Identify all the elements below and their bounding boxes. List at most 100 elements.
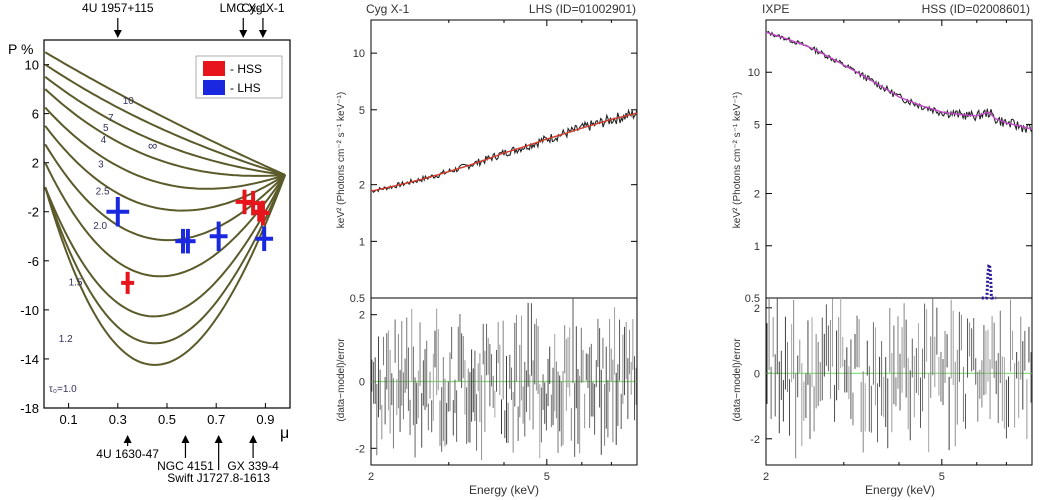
ytick-label: 2 [359,310,365,322]
tau-label: 4 [101,135,107,146]
hss-point [256,200,270,226]
tau-label: τ₀=1.0 [49,384,77,395]
bottom-annotation-arrow-head [249,435,258,443]
bottom-annotation-label: Swift J1727.8-1613 [167,471,270,485]
xtick-label: 5 [939,471,945,483]
legend-hss-label: - HSS [230,62,262,76]
tau-label: 3 [98,160,104,171]
a-xtick-label: 0.7 [207,412,225,427]
panel-b-residuals: -2 0 2 2 5 [355,298,637,483]
ixpe-spectrum-panel: IXPE HSS (ID=02008601) 0.5 1 2 5 10 -2 0 2 2 5 k… [732,2,1033,497]
a-ytick-label: 10 [25,58,39,73]
panel-a-frame [43,39,291,409]
top-annotation-arrow-head [258,30,267,38]
a-ytick-label: -10 [20,303,39,318]
legend-lhs-label: - LHS [230,81,261,95]
tau-labels: 10 754 3 2.5 2.0 1.5 1.2 τ₀=1.0 [49,96,134,395]
a-xtick-label: 0.5 [158,412,176,427]
tau-label: 5 [103,123,109,134]
panel-a-x-ticks: 0.1 0.3 0.5 0.7 0.9 [60,403,274,427]
tau-curve [44,63,286,176]
ytick-label: -2 [355,443,365,455]
ytick-label: 5 [359,105,365,117]
ytick-label: 1 [754,241,760,253]
bottom-annotation-label: NGC 4151 [157,459,214,473]
hss-point [121,271,135,294]
lhs-point [209,221,228,251]
a-xtick-label: 0.9 [256,412,274,427]
top-annotation-arrow-head [239,30,248,38]
spectrum-model [765,31,1033,130]
ytick-label: 0 [359,377,365,389]
tau-curve [44,76,286,176]
top-annotation-label: 4U 1957+115 [82,1,154,15]
top-annotation-arrow-head [113,30,122,38]
top-annotation-label: LMC X-1 [220,1,268,15]
panel-c-title-right: HSS (ID=02008601) [922,2,1030,16]
tau-label: 7 [108,113,114,124]
ytick-label: 0.5 [745,293,760,305]
a-ytick-label: -6 [27,254,39,269]
a-xtick-label: 0.3 [109,412,127,427]
tau-label: 10 [123,96,135,107]
a-ytick-label: -18 [20,401,39,416]
panel-c-top-frame [765,19,1033,299]
a-ytick-label: -2 [27,205,39,220]
panel-c-xlabel: Energy (keV) [865,483,935,497]
lhs-point [106,197,130,227]
ytick-label: -2 [750,434,760,446]
spectrum-data [370,108,638,193]
panel-b-title-right: LHS (ID=01002901) [529,2,636,16]
a-ytick-label: -14 [20,352,39,367]
tau-label: 1.5 [69,277,83,288]
panel-c-ylabel-top: keV² (Photons cm⁻² s⁻¹ keV⁻¹) [732,92,743,228]
ytick-label: 0 [754,368,760,380]
top-annotation-label: Cyg X-1 [241,1,285,15]
tau-curve [44,88,286,177]
a-xtick-label: 0.1 [60,412,78,427]
xtick-label: 5 [544,471,550,483]
panel-c-title-left: IXPE [762,2,789,16]
ytick-label: 2 [359,180,365,192]
bottom-annotation-label: 4U 1630-47 [96,447,159,461]
panel-b-title-left: Cyg X-1 [366,2,410,16]
bottom-annotation-arrow-head [214,435,223,443]
cygx1-spectrum-panel: Cyg X-1 LHS (ID=01002901) 0.5 1 2 5 10 -2 0 2 2… [336,2,638,497]
bottom-annotation-label: GX 339-4 [227,459,279,473]
tau-label: 2.0 [93,221,107,232]
panel-a-ylabel: P % [8,41,33,57]
spectrum-model [370,112,638,192]
panel-c-ylabel-bottom: (data−model)/error [732,338,743,422]
panel-b-top-frame [370,19,638,299]
ytick-label: 10 [353,48,365,60]
data-points [106,189,274,294]
panel-a-legend: - HSS - LHS [195,55,283,99]
lhs-point [180,228,196,254]
tau-label: 1.2 [59,334,73,345]
infinity-label: ∞ [148,138,157,153]
bottom-annotation-arrow-head [181,435,190,443]
legend-lhs-swatch [203,80,225,95]
iron-line-component [981,260,997,300]
tau-label: 2.5 [96,187,110,198]
legend-hss-swatch [203,61,225,76]
tau-curve [44,174,286,318]
lhs-point [255,226,274,251]
tau-curve [44,162,286,278]
ytick-label: 1 [359,236,365,248]
panel-b-ylabel-top: keV² (Photons cm⁻² s⁻¹ keV⁻¹) [336,92,347,228]
panel-b-xlabel: Energy (keV) [469,483,539,497]
ytick-label: 5 [754,119,760,131]
ytick-label: 0.5 [350,293,365,305]
tau-curve [44,106,286,190]
ytick-label: 10 [748,67,760,79]
panel-a-xlabel: μ [280,425,289,442]
xtick-label: 2 [763,471,769,483]
panel-a-y-ticks: 10 6 2 -2 -6 -10 -14 -18 [20,58,49,416]
tau-curves [44,51,287,366]
panel-b-spectrum: 0.5 1 2 5 10 [350,20,638,305]
